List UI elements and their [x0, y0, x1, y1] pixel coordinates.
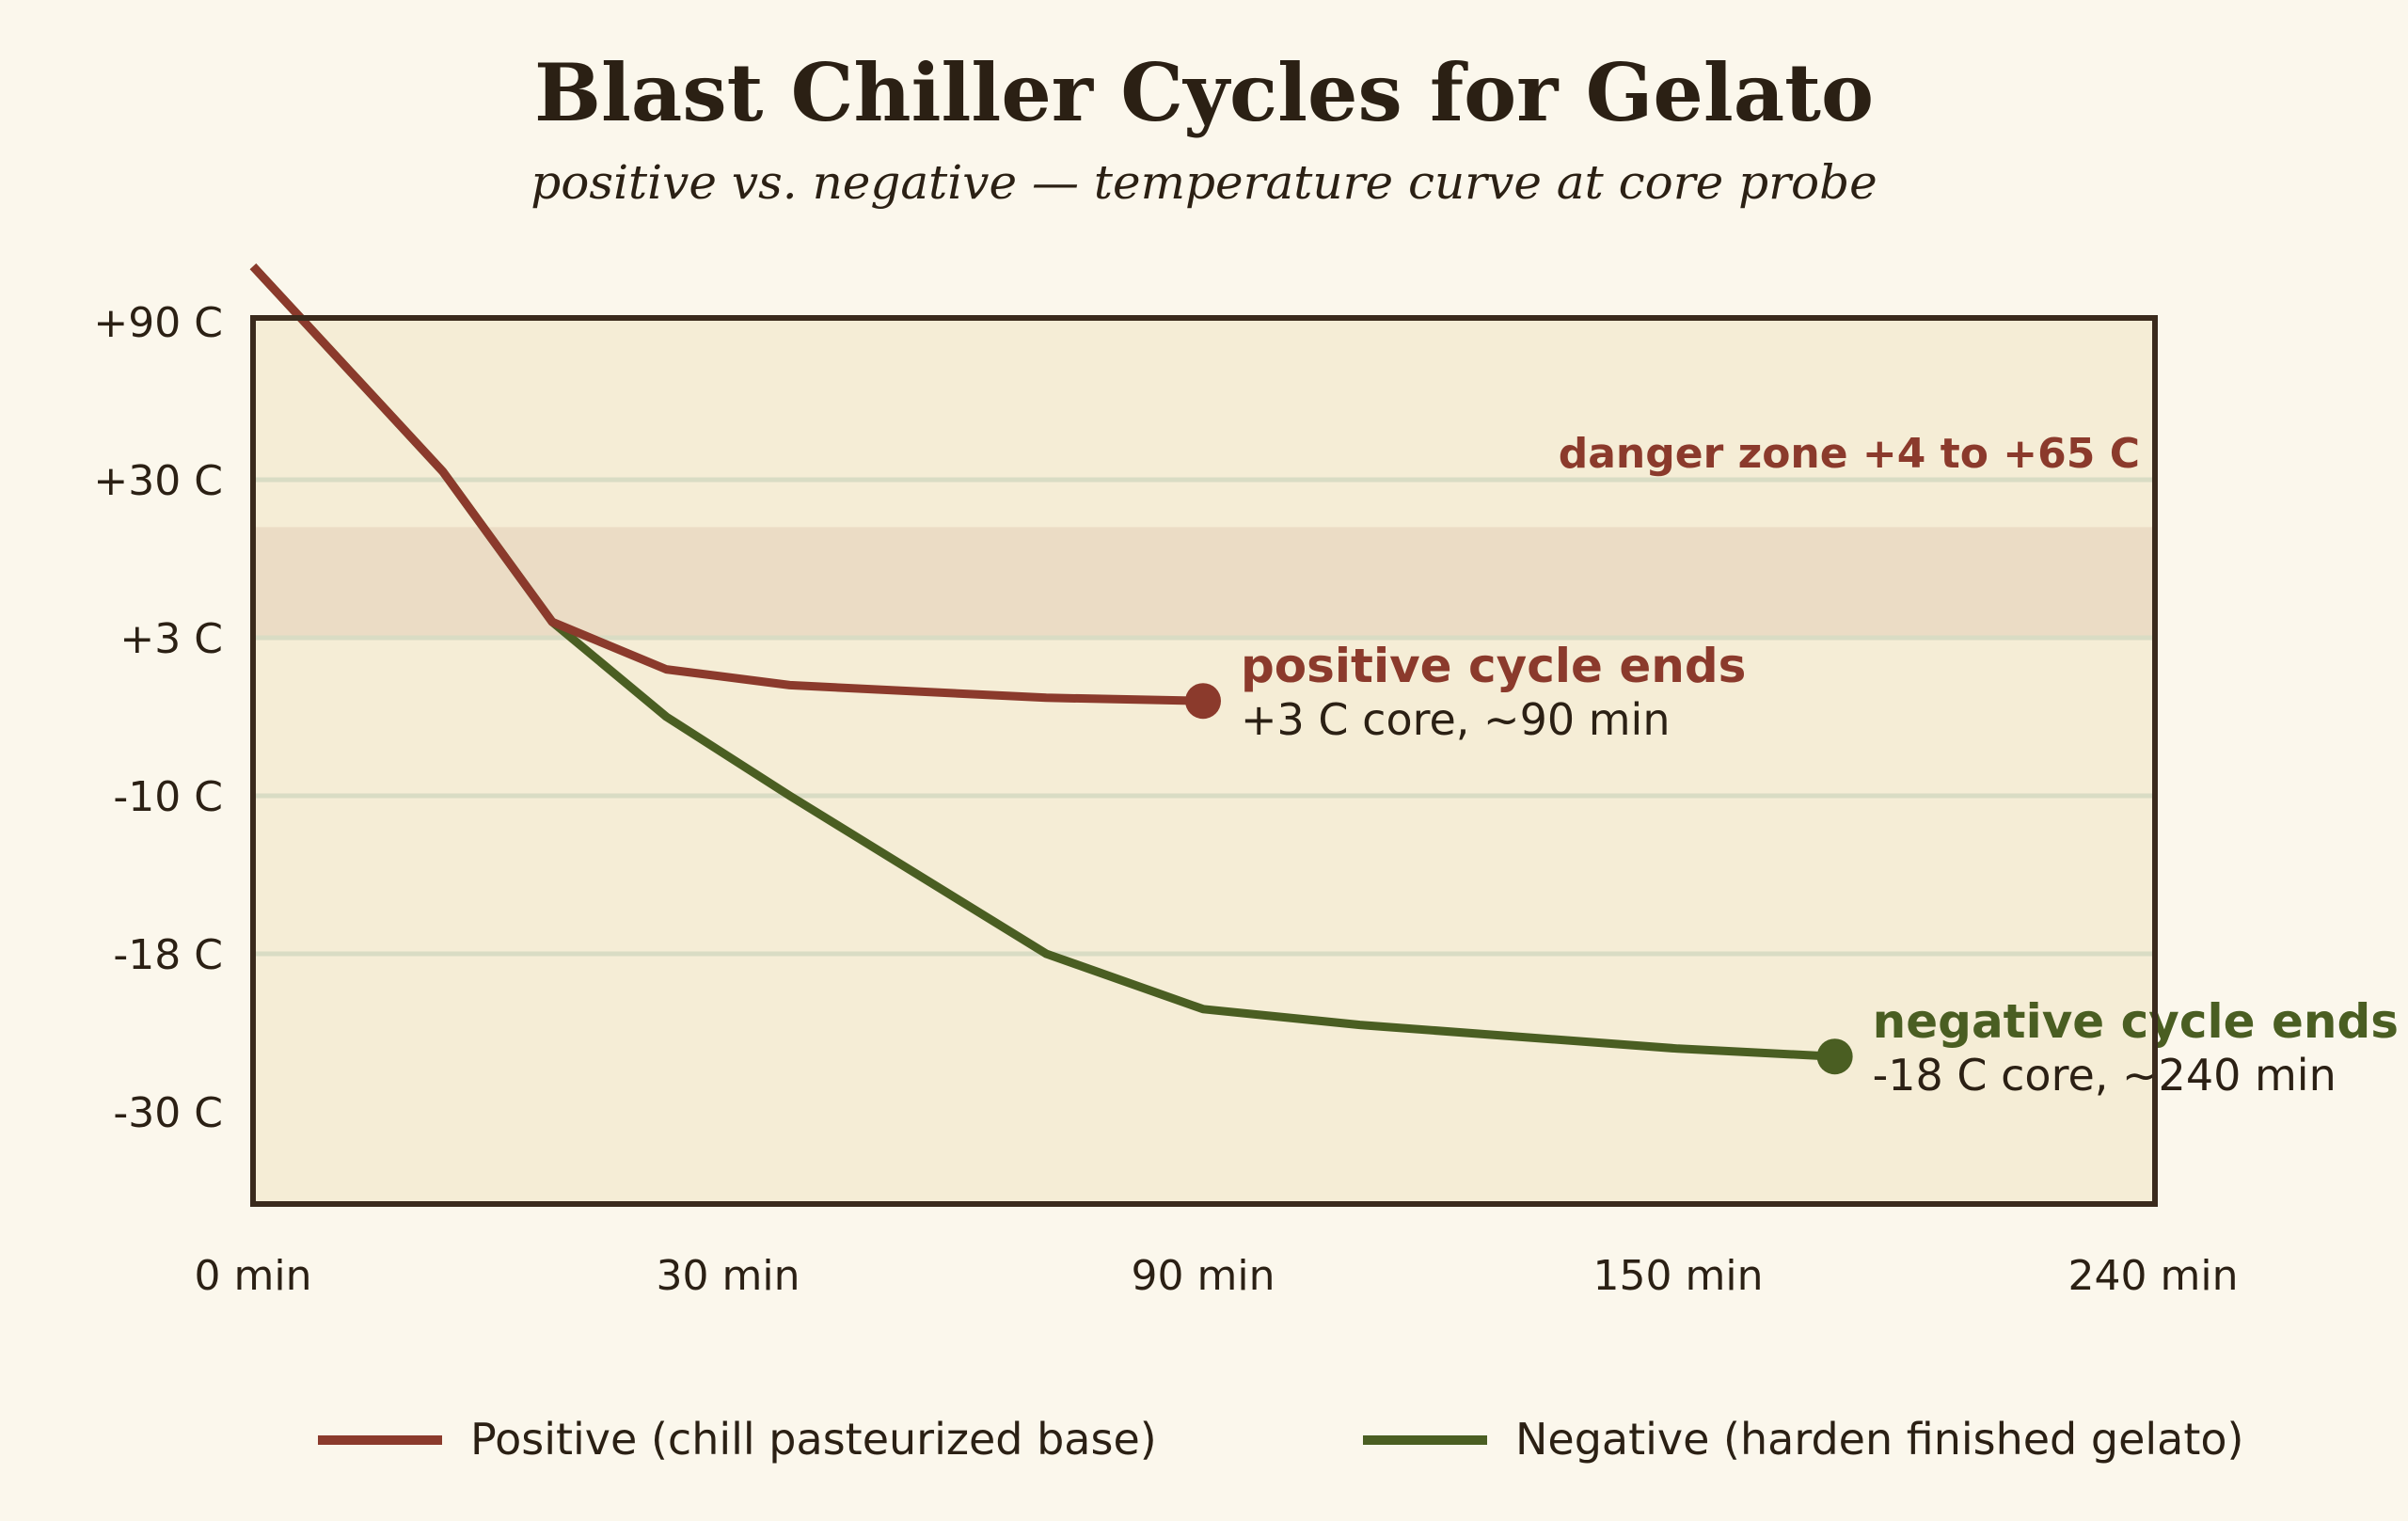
series-end-marker: [1185, 683, 1221, 720]
y-tick-label: -10 C: [113, 773, 223, 821]
x-tick-label: 0 min: [195, 1252, 312, 1300]
chart-title: Blast Chiller Cycles for Gelato: [534, 46, 1874, 139]
series-end-note: -18 C core, ~240 min: [1873, 1050, 2337, 1101]
y-axis-ticks: +90 C +30 C +3 C -10 C -18 C -30 C: [93, 299, 223, 1137]
series-line-positive: [249, 263, 1204, 705]
legend-label: Negative (harden finished gelato): [1515, 1414, 2243, 1465]
legend-label: Positive (chill pasteurized base): [470, 1414, 1157, 1465]
chart-subtitle: positive vs. negative — temperature curv…: [531, 155, 1877, 210]
series-end-label: negative cycle ends: [1873, 994, 2399, 1049]
legend: Positive (chill pasteurized base) Negativ…: [318, 1414, 2243, 1465]
series-end-label: positive cycle ends: [1241, 639, 1746, 693]
x-tick-label: 150 min: [1593, 1252, 1764, 1300]
x-axis-ticks: 0 min 30 min 90 min 150 min 240 min: [195, 1252, 2239, 1300]
danger-zone-label: danger zone +4 to +65 C: [1559, 430, 2140, 478]
x-tick-label: 30 min: [657, 1252, 800, 1300]
series-end-marker: [1816, 1038, 1853, 1075]
y-tick-label: +3 C: [119, 615, 223, 663]
y-tick-label: -30 C: [113, 1089, 223, 1137]
x-tick-label: 240 min: [2068, 1252, 2239, 1300]
series-group: positive cycle ends+3 C core, ~90 min neg…: [249, 263, 2399, 1101]
series-end-note: +3 C core, ~90 min: [1241, 694, 1671, 745]
y-tick-label: -18 C: [113, 931, 223, 979]
plot-frame: [250, 315, 2158, 1207]
x-tick-label: 90 min: [1132, 1252, 1275, 1300]
y-tick-label: +30 C: [93, 457, 223, 505]
y-tick-label: +90 C: [93, 299, 223, 347]
danger-zone-band: [253, 527, 2155, 638]
